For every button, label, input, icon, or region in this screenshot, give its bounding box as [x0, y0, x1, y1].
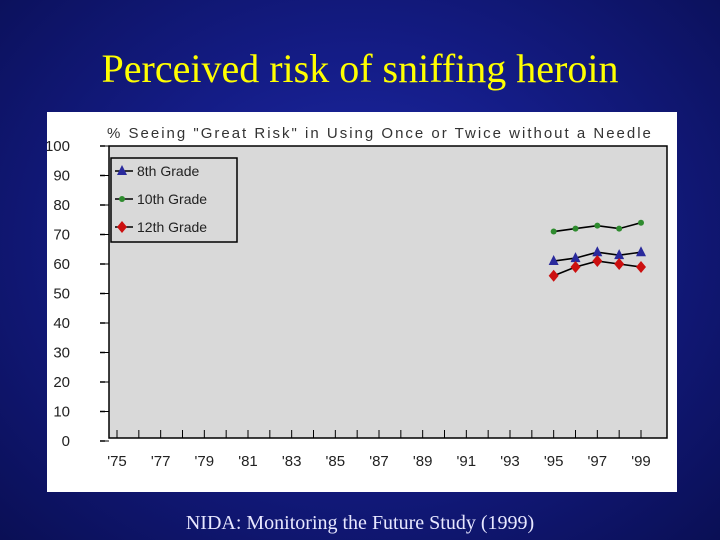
data-point	[570, 260, 581, 273]
legend-label: 10th Grade	[137, 191, 207, 207]
data-point	[616, 225, 623, 232]
data-point	[550, 228, 557, 235]
y-tick-label: 60	[53, 256, 70, 273]
x-tick-label: '99	[631, 453, 651, 470]
y-tick-label: 20	[53, 374, 70, 391]
y-tick-label: 80	[53, 197, 70, 214]
legend-marker	[119, 196, 125, 202]
chart-panel: % Seeing "Great Risk" in Using Once or T…	[47, 112, 677, 492]
data-point	[594, 222, 601, 229]
x-tick-label: '89	[413, 453, 433, 470]
data-point	[570, 252, 581, 263]
x-tick-label: '81	[238, 453, 258, 470]
data-point	[592, 246, 603, 257]
slide-title: Perceived risk of sniffing heroin	[101, 46, 619, 91]
legend: 8th Grade 10th Grade 12th Grade	[110, 157, 238, 243]
y-axis: 0 10 20 30 40 50 60 70 80 90 100	[47, 138, 109, 450]
y-tick-label: 90	[53, 168, 70, 185]
x-tick-label: '87	[369, 453, 389, 470]
legend-marker	[117, 165, 127, 175]
data-point	[636, 246, 646, 257]
data-point	[614, 258, 625, 270]
data-point	[572, 225, 579, 232]
y-tick-label: 50	[53, 286, 70, 303]
x-tick-label: '93	[500, 453, 520, 470]
data-point	[636, 260, 646, 273]
line-chart: % Seeing "Great Risk" in Using Once or T…	[47, 125, 668, 470]
legend-box	[110, 157, 238, 243]
data-point	[548, 269, 559, 282]
y-tick-label: 40	[53, 315, 70, 332]
y-tick-label: 30	[53, 345, 70, 362]
x-tick-label: '97	[588, 453, 608, 470]
legend-label: 8th Grade	[137, 163, 199, 179]
x-axis: '75 '77 '79 '81 '83 '85 '87 '89 '91 '93 '95 '97 '99	[107, 430, 651, 470]
data-point	[614, 249, 625, 260]
x-tick-label: '75	[107, 453, 127, 470]
y-tick-label: 10	[53, 404, 70, 421]
legend-marker	[117, 221, 127, 233]
x-tick-label: '83	[282, 453, 302, 470]
data-point	[638, 219, 644, 226]
x-tick-label: '91	[457, 453, 477, 470]
chart-title: % Seeing "Great Risk" in Using Once or T…	[107, 125, 653, 142]
y-tick-label: 100	[47, 138, 70, 155]
x-tick-label: '79	[195, 453, 215, 470]
x-tick-label: '85	[326, 453, 346, 470]
y-tick-label: 0	[62, 433, 70, 450]
source-footer: NIDA: Monitoring the Future Study (1999)	[185, 512, 535, 534]
data-point	[548, 255, 559, 266]
y-tick-label: 70	[53, 227, 70, 244]
legend-label: 12th Grade	[137, 219, 207, 235]
x-tick-label: '77	[151, 453, 171, 470]
x-tick-label: '95	[544, 453, 564, 470]
